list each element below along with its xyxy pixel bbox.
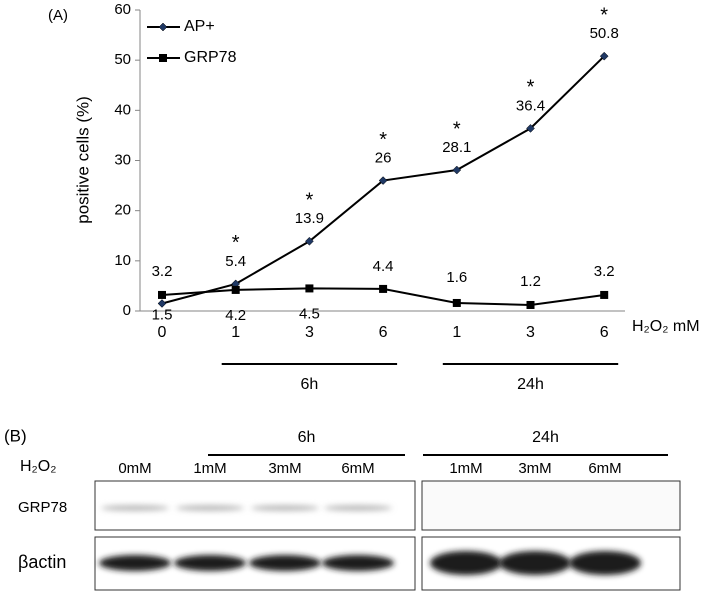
lane-label: 1mM [193, 460, 226, 477]
x-axis-label: H₂O₂ mM [632, 318, 700, 335]
legend-label: AP+ [184, 18, 215, 35]
x-tick-label: 3 [526, 324, 535, 341]
point [452, 165, 462, 175]
data-label: 1.6 [446, 269, 467, 286]
point [378, 176, 388, 185]
group-label: 6h [301, 376, 319, 393]
lane-label: 0mM [118, 460, 151, 477]
data-label: 1.2 [520, 273, 541, 290]
data-label: 4.5 [299, 305, 320, 322]
point [526, 124, 535, 133]
row-label: βactin [18, 552, 66, 572]
band [569, 551, 641, 575]
panel-label: (B) [4, 426, 27, 445]
group-label: 24h [517, 376, 544, 393]
significance: * [453, 118, 461, 140]
point [231, 285, 240, 294]
point [157, 299, 167, 308]
significance: * [527, 77, 535, 99]
data-label: 13.9 [295, 210, 324, 227]
point [599, 51, 609, 61]
data-label: 36.4 [516, 97, 545, 114]
band [322, 555, 394, 571]
legend-label: GRP78 [184, 49, 237, 66]
blot-box [421, 480, 681, 531]
lane-label: 6mM [588, 460, 621, 477]
data-label: 4.2 [225, 307, 246, 324]
band [101, 505, 169, 511]
x-tick-label: 1 [231, 324, 240, 341]
x-tick-label: 0 [158, 324, 167, 341]
point [600, 290, 609, 299]
group-label: 24h [532, 429, 559, 446]
data-label: 4.4 [373, 258, 394, 275]
point [305, 236, 314, 246]
x-tick-label: 6 [600, 324, 609, 341]
y-tick-label: 30 [114, 151, 131, 168]
band [99, 555, 171, 571]
point [526, 300, 535, 309]
treatment-label: H₂O₂ [20, 458, 56, 475]
group-label: 6h [298, 429, 316, 446]
y-tick-label: 60 [114, 1, 131, 18]
y-axis-label: positive cells (%) [73, 96, 92, 224]
lane-label: 1mM [449, 460, 482, 477]
x-tick-label: 3 [305, 324, 314, 341]
band [499, 551, 571, 575]
band [249, 555, 321, 571]
point [452, 298, 461, 307]
band [324, 505, 392, 511]
data-label: 1.5 [152, 306, 173, 323]
data-label: 28.1 [442, 139, 471, 156]
point [379, 284, 388, 293]
x-tick-label: 6 [379, 324, 388, 341]
significance: * [600, 4, 608, 26]
significance: * [232, 232, 240, 254]
significance: * [379, 129, 387, 151]
y-tick-label: 50 [114, 51, 131, 68]
data-label: 50.8 [590, 25, 619, 42]
band [174, 555, 246, 571]
data-label: 3.2 [594, 263, 615, 280]
band [430, 551, 502, 575]
band [251, 505, 319, 511]
point [158, 22, 168, 32]
significance: * [306, 190, 314, 212]
row-label: GRP78 [18, 499, 67, 516]
point [158, 290, 166, 299]
lane-label: 6mM [341, 460, 374, 477]
lane-label: 3mM [518, 460, 551, 477]
point [159, 54, 167, 62]
y-tick-label: 0 [123, 302, 131, 319]
y-tick-label: 10 [114, 252, 131, 269]
band [176, 505, 244, 511]
point [305, 284, 314, 293]
data-label: 5.4 [225, 253, 246, 270]
x-tick-label: 1 [452, 324, 461, 341]
lane-label: 3mM [268, 460, 301, 477]
y-tick-label: 40 [114, 101, 131, 118]
data-label: 26 [375, 150, 392, 167]
data-label: 3.2 [152, 263, 173, 280]
panel-label: (A) [48, 7, 68, 24]
y-tick-label: 20 [114, 202, 131, 219]
